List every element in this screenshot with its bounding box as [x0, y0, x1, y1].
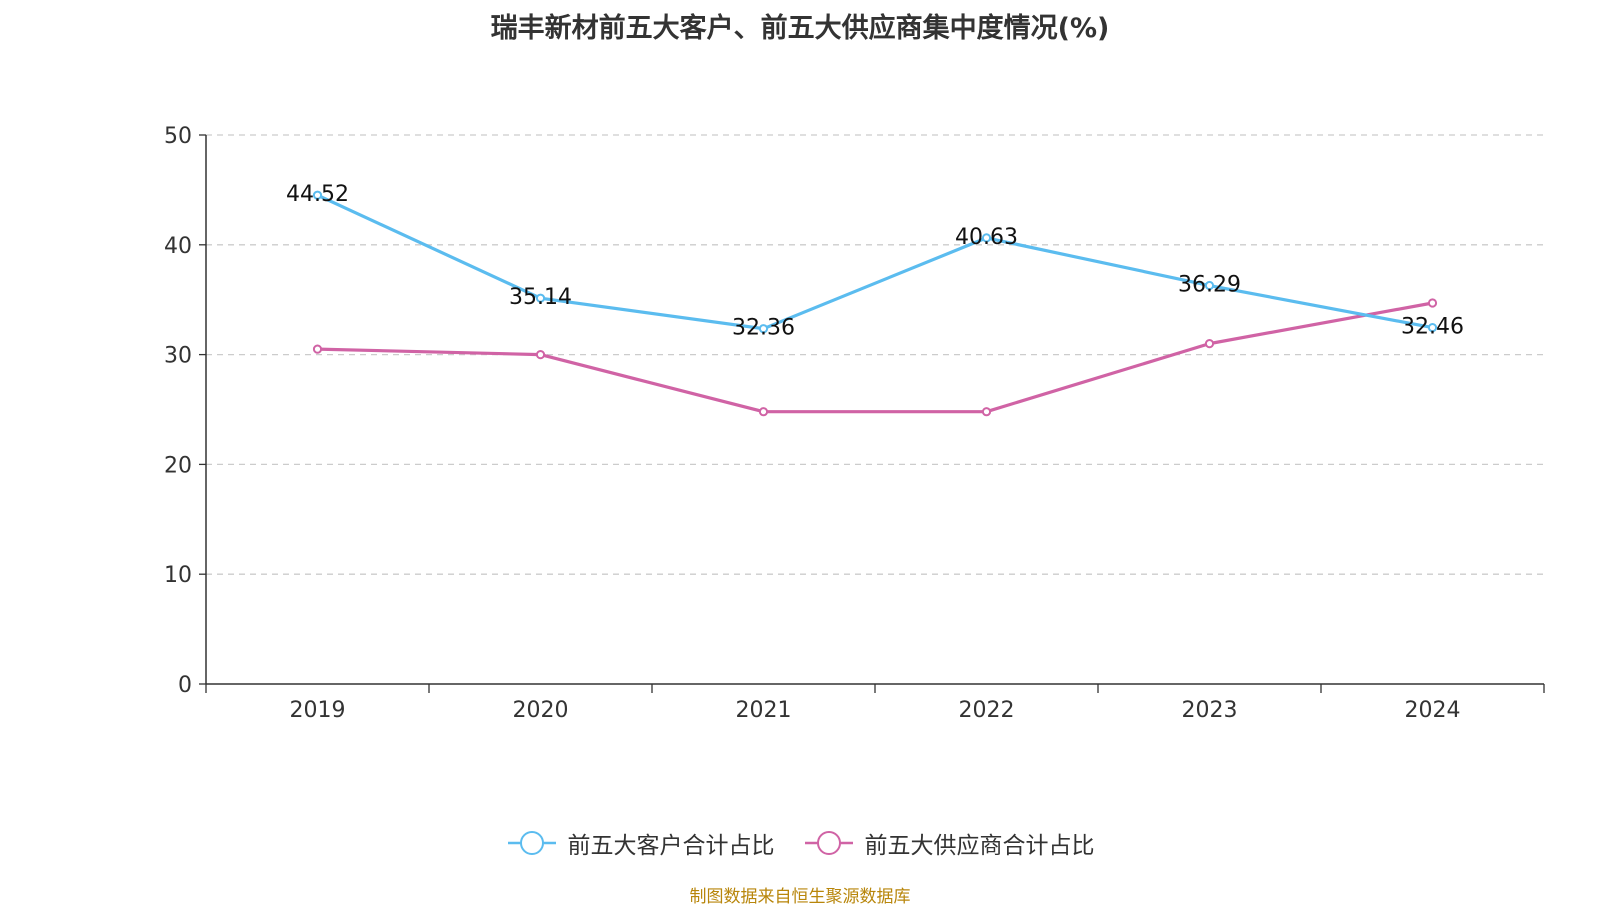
x-tick-label-2024: 2024 — [1405, 698, 1461, 723]
legend-item-suppliers[interactable]: 前五大供应商合计占比 — [803, 826, 1095, 860]
series — [312, 190, 1438, 417]
x-tick-label-2022: 2022 — [959, 698, 1015, 723]
y-tick-label-40: 40 — [164, 234, 192, 259]
x-tick-label-2019: 2019 — [290, 698, 346, 723]
legend-item-customers[interactable]: 前五大客户合计占比 — [506, 826, 775, 860]
series-line-0 — [316, 193, 1433, 331]
y-tick-label-0: 0 — [178, 673, 192, 698]
y-tick-label-10: 10 — [164, 563, 192, 588]
series-0-point-2023 — [1204, 280, 1215, 291]
data-label-2022: 40.63 — [955, 225, 1018, 250]
series-1-point-2022 — [981, 407, 992, 417]
x-tick-label-2020: 2020 — [513, 698, 569, 723]
data-label-2020: 35.14 — [509, 285, 572, 310]
series-0-point-2019 — [312, 190, 323, 200]
data-labels: 44.52 35.14 32.36 40.63 36.29 32.46 — [286, 182, 1464, 341]
series-0-point-2021 — [758, 324, 769, 334]
legend: 前五大客户合计占比 前五大供应商合计占比 — [0, 826, 1600, 860]
series-1-point-2024 — [1427, 298, 1438, 308]
legend-marker-suppliers — [804, 831, 853, 855]
y-tick-label-20: 20 — [164, 453, 192, 478]
legend-marker-customers — [507, 831, 556, 855]
series-line-1 — [317, 301, 1433, 414]
legend-label-suppliers: 前五大供应商合计占比 — [864, 833, 1095, 859]
chart-title: 瑞丰新材前五大客户、前五大供应商集中度情况(%) — [490, 13, 1110, 44]
data-label-2023: 36.29 — [1178, 273, 1241, 298]
source-note: 制图数据来自恒生聚源数据库 — [689, 887, 911, 907]
x-tick-label-2023: 2023 — [1182, 698, 1238, 723]
series-1-point-2020 — [535, 350, 546, 360]
y-tick-label-30: 30 — [164, 344, 192, 369]
line-chart: 0 10 20 30 40 50 2019 2020 2021 2022 2023 2024 44.5… — [164, 124, 1545, 723]
legend-label-customers: 前五大客户合计占比 — [567, 833, 775, 859]
series-1-point-2023 — [1204, 339, 1215, 349]
series-1-point-2021 — [758, 407, 769, 417]
data-label-2024: 32.46 — [1401, 315, 1464, 340]
grid-lines — [206, 134, 1544, 575]
data-label-2021: 32.36 — [732, 316, 795, 341]
data-label-2019: 44.52 — [286, 182, 349, 207]
x-tick-label-2021: 2021 — [736, 698, 792, 723]
series-0-point-2024 — [1427, 322, 1438, 333]
series-0-point-2022 — [981, 233, 992, 243]
series-1-point-2019 — [312, 344, 323, 354]
y-tick-label-50: 50 — [164, 124, 192, 149]
axes: 0 10 20 30 40 50 2019 2020 2021 2022 2023 2024 — [164, 124, 1545, 723]
series-0-point-2020 — [535, 293, 546, 303]
